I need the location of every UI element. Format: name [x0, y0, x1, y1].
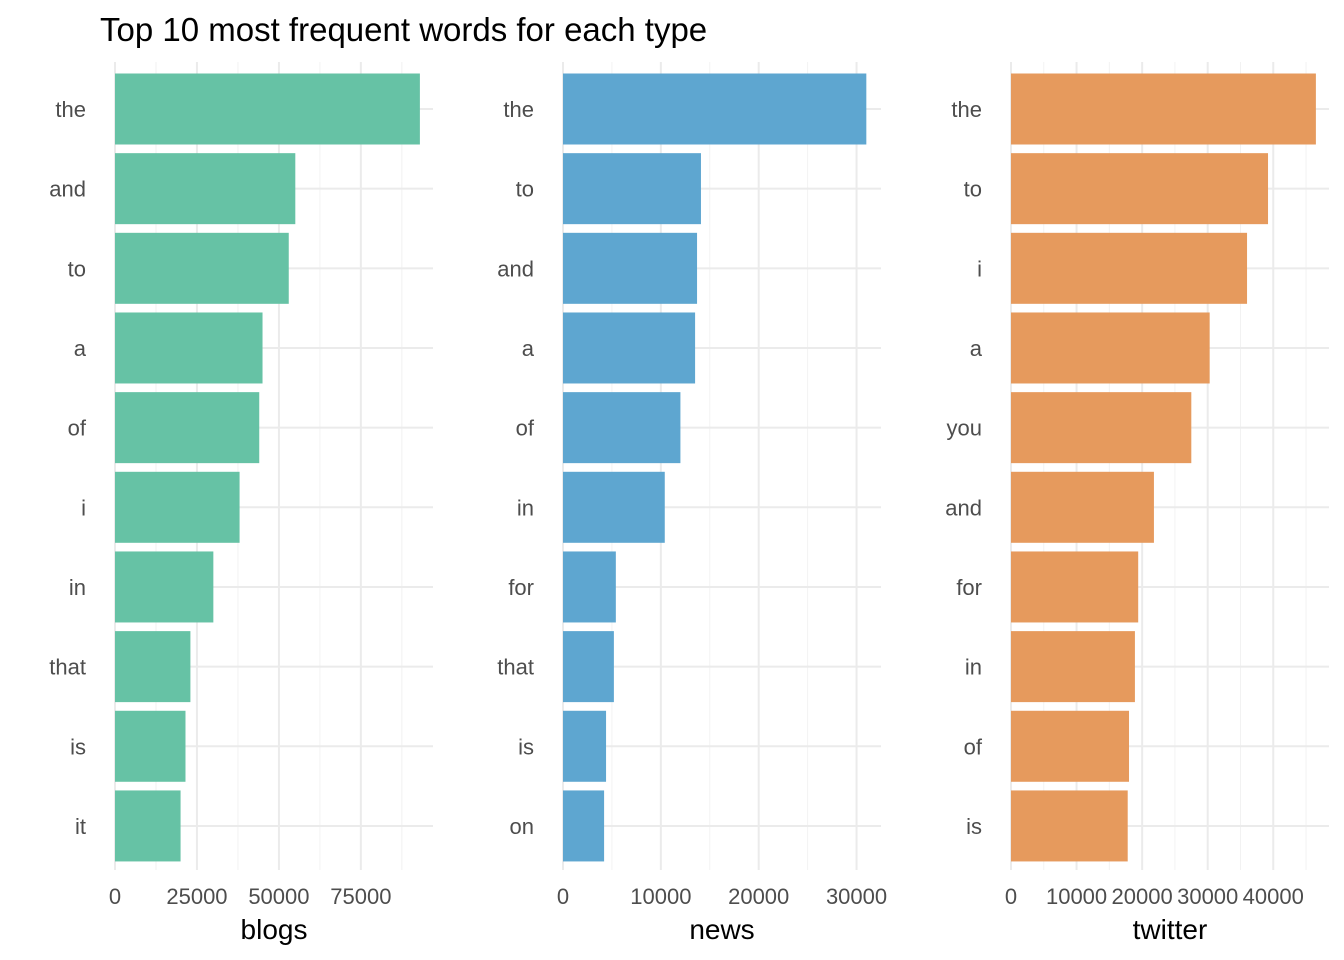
bar-twitter-is — [1011, 790, 1128, 862]
bar-twitter-for — [1011, 551, 1139, 623]
tick-label: 10000 — [630, 884, 691, 909]
axis-title-blogs: blogs — [241, 914, 308, 945]
bar-blogs-of — [115, 392, 260, 464]
bar-twitter-you — [1011, 392, 1192, 464]
category-label: the — [503, 97, 534, 122]
tick-label: 30000 — [1177, 884, 1238, 909]
category-label: of — [964, 734, 983, 759]
axis-title-twitter: twitter — [1133, 914, 1208, 945]
tick-label: 20000 — [728, 884, 789, 909]
bar-news-for — [563, 551, 616, 623]
category-label: is — [518, 734, 534, 759]
bar-blogs-a — [115, 312, 263, 384]
bar-twitter-in — [1011, 631, 1135, 703]
category-label: to — [964, 177, 982, 202]
category-label: and — [49, 177, 86, 202]
category-label: i — [81, 495, 86, 520]
bar-blogs-that — [115, 631, 191, 703]
bar-blogs-i — [115, 471, 240, 543]
category-label: of — [516, 416, 535, 441]
category-label: i — [977, 256, 982, 281]
bar-blogs-to — [115, 232, 289, 304]
category-label: is — [70, 734, 86, 759]
bar-news-the — [563, 73, 867, 145]
category-label: in — [69, 575, 86, 600]
bar-twitter-i — [1011, 232, 1248, 304]
category-label: is — [966, 814, 982, 839]
tick-label: 30000 — [826, 884, 887, 909]
tick-label: 10000 — [1046, 884, 1107, 909]
bar-news-and — [563, 232, 698, 304]
category-label: to — [68, 256, 86, 281]
panel-news: the to and a of in for that is on 0 10000 20000 30000… — [497, 62, 887, 945]
bar-news-to — [563, 153, 701, 225]
bar-news-is — [563, 710, 607, 782]
category-label: and — [497, 256, 534, 281]
bar-news-that — [563, 631, 614, 703]
bar-blogs-is — [115, 710, 186, 782]
tick-label: 0 — [557, 884, 569, 909]
bar-twitter-the — [1011, 73, 1316, 145]
bar-twitter-a — [1011, 312, 1210, 384]
tick-label: 0 — [109, 884, 121, 909]
panel-twitter: the to i a you and for in of is 0 10000 20000 30000 40… — [945, 62, 1329, 945]
category-label: the — [55, 97, 86, 122]
category-label: of — [68, 416, 87, 441]
panel-blogs: the and to a of i in that is it 0 25000 50000 75000 bl… — [49, 62, 433, 945]
category-label: a — [970, 336, 983, 361]
bar-news-of — [563, 392, 681, 464]
axis-title-news: news — [689, 914, 754, 945]
category-label: in — [965, 655, 982, 680]
category-label: for — [508, 575, 534, 600]
category-label: for — [956, 575, 982, 600]
bar-blogs-in — [115, 551, 214, 623]
bar-blogs-it — [115, 790, 181, 862]
tick-label: 20000 — [1112, 884, 1173, 909]
category-label: in — [517, 495, 534, 520]
tick-label: 0 — [1005, 884, 1017, 909]
bar-twitter-to — [1011, 153, 1269, 225]
category-label: a — [74, 336, 87, 361]
bar-news-on — [563, 790, 605, 862]
category-label: you — [947, 416, 982, 441]
chart-title: Top 10 most frequent words for each type — [100, 11, 707, 48]
category-label: to — [516, 177, 534, 202]
category-label: a — [522, 336, 535, 361]
category-label: that — [49, 655, 86, 680]
bar-blogs-and — [115, 153, 296, 225]
bar-blogs-the — [115, 73, 420, 145]
category-label: the — [951, 97, 982, 122]
category-label: on — [510, 814, 534, 839]
bar-twitter-and — [1011, 471, 1154, 543]
bar-news-in — [563, 471, 665, 543]
category-label: it — [75, 814, 86, 839]
category-label: and — [945, 495, 982, 520]
tick-label: 25000 — [166, 884, 227, 909]
tick-label: 50000 — [248, 884, 309, 909]
tick-label: 40000 — [1243, 884, 1304, 909]
tick-label: 75000 — [330, 884, 391, 909]
bar-twitter-of — [1011, 710, 1130, 782]
category-label: that — [497, 655, 534, 680]
bar-news-a — [563, 312, 696, 384]
